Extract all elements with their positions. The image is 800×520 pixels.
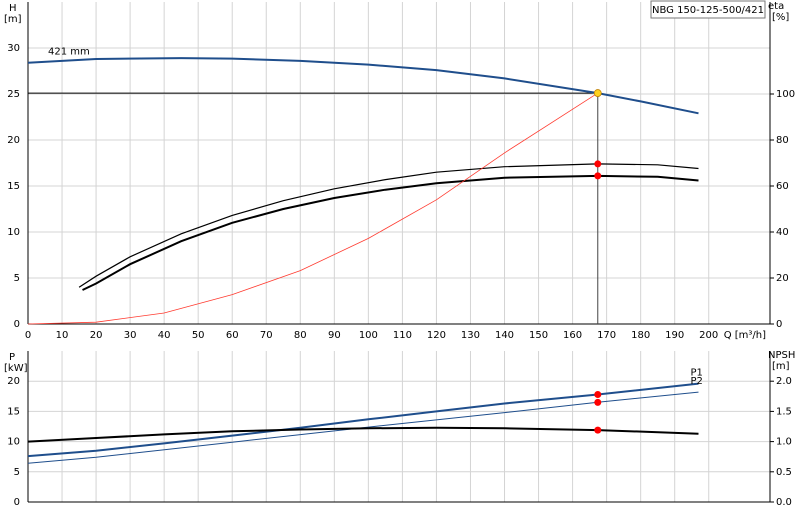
y-axis-unit: [kW] [4, 363, 28, 374]
y-tick-label: 15 [7, 406, 20, 417]
y2-tick-label: 1.0 [776, 437, 792, 448]
x-tick-label: 150 [529, 330, 548, 341]
series-label: 421 mm [48, 47, 90, 58]
x-tick-label: 200 [699, 330, 718, 341]
x-tick-label: 80 [294, 330, 307, 341]
y-tick-label: 5 [14, 273, 20, 284]
x-tick-label: 110 [393, 330, 412, 341]
y-tick-label: 0 [14, 319, 20, 330]
x-tick-label: 30 [124, 330, 137, 341]
y-tick-label: 0 [14, 497, 20, 508]
y2-tick-label: 0 [776, 319, 782, 330]
curve [27, 57, 699, 115]
x-tick-label: 190 [665, 330, 684, 341]
x-tick-label: 140 [495, 330, 514, 341]
title-box [650, 0, 766, 19]
x-tick-label: 50 [192, 330, 205, 341]
y2-tick-label: 40 [776, 227, 789, 238]
y-tick-label: 25 [7, 89, 20, 100]
y-tick-label: 15 [7, 181, 20, 192]
y-tick-label: 10 [7, 227, 20, 238]
y-tick-label: 20 [7, 376, 20, 387]
x-tick-label: 180 [631, 330, 650, 341]
y-axis-label: H [9, 3, 17, 14]
y2-tick-label: 0.5 [776, 467, 792, 478]
y2-tick-label: 20 [776, 273, 789, 284]
y-tick-label: 10 [7, 437, 20, 448]
y2-axis-unit: [%] [772, 12, 789, 23]
y2-axis-label: NPSH [768, 350, 795, 361]
x-tick-label: 70 [260, 330, 273, 341]
duty-point [593, 89, 602, 97]
x-tick-label: 90 [328, 330, 341, 341]
x-tick-label: 0 [25, 330, 31, 341]
y2-tick-label: 80 [776, 135, 789, 146]
duty-point [594, 160, 602, 168]
x-tick-label: 60 [226, 330, 239, 341]
y-tick-label: 20 [7, 135, 20, 146]
x-tick-label: 120 [427, 330, 446, 341]
duty-point [594, 390, 602, 398]
curve [27, 382, 699, 458]
y-axis-label: P [9, 352, 15, 363]
x-tick-label: 10 [56, 330, 69, 341]
y2-axis-unit: [m] [772, 361, 790, 372]
x-tick-label: 130 [461, 330, 480, 341]
duty-point [594, 172, 602, 180]
y2-tick-label: 100 [776, 89, 795, 100]
x-tick-label: 100 [359, 330, 378, 341]
duty-point [594, 426, 602, 434]
y2-tick-label: 1.5 [776, 406, 792, 417]
chart-title: NBG 150-125-500/421 [652, 5, 764, 16]
duty-point [594, 398, 602, 406]
series-label: P2 [691, 376, 703, 387]
series-label: P1 [691, 368, 703, 379]
y2-tick-label: 60 [776, 181, 789, 192]
x-tick-label: 170 [597, 330, 616, 341]
y-axis-unit: [m] [4, 14, 22, 25]
y2-axis-label: eta [768, 1, 784, 12]
x-tick-label: 160 [563, 330, 582, 341]
y-tick-label: 5 [14, 467, 20, 478]
y2-tick-label: 2.0 [776, 376, 792, 387]
curve [27, 92, 599, 325]
curve [27, 426, 699, 443]
x-tick-label: 20 [90, 330, 103, 341]
x-tick-label: 40 [158, 330, 171, 341]
y-tick-label: 30 [7, 43, 20, 54]
x-axis-label: Q [m³/h] [724, 330, 766, 341]
y2-tick-label: 0.0 [776, 497, 792, 508]
